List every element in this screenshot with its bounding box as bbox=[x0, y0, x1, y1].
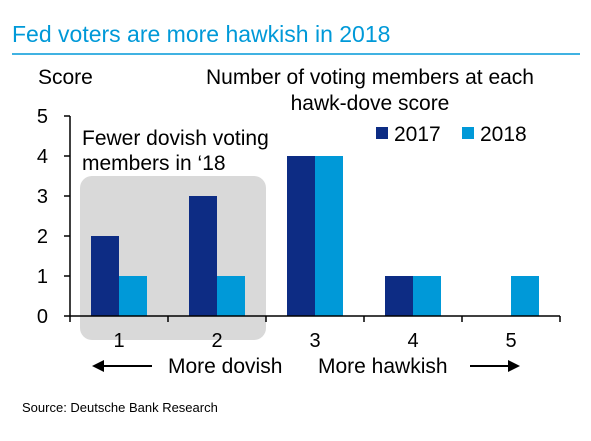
y-tick-label: 3 bbox=[37, 186, 48, 208]
bar-2017-score-3 bbox=[287, 156, 315, 316]
y-tick-label: 1 bbox=[37, 266, 48, 288]
bar-2018-score-5 bbox=[511, 276, 539, 316]
y-axis-label: Score bbox=[38, 66, 93, 89]
more-dovish-label: More dovish bbox=[168, 355, 282, 378]
direction-indicators: More dovish More hawkish bbox=[92, 355, 520, 378]
legend-swatch-2018 bbox=[462, 127, 474, 139]
chart-subtitle-line-2: hawk-dove score bbox=[291, 92, 450, 115]
left-arrow-icon bbox=[92, 360, 104, 372]
bar-2018-score-1 bbox=[119, 276, 147, 316]
bar-2018-score-2 bbox=[217, 276, 245, 316]
legend-label-2018: 2018 bbox=[480, 123, 527, 146]
y-tick-label: 5 bbox=[37, 106, 48, 128]
highlight-annotation-line-1: Fewer dovish voting bbox=[82, 127, 269, 150]
more-hawkish-label: More hawkish bbox=[318, 355, 448, 378]
y-tick-label: 4 bbox=[37, 146, 48, 168]
chart-subtitle-line-1: Number of voting members at each bbox=[206, 66, 534, 89]
bar-2017-score-4 bbox=[385, 276, 413, 316]
x-tick-label: 3 bbox=[309, 330, 320, 352]
legend-swatch-2017 bbox=[376, 127, 388, 139]
y-tick-label: 2 bbox=[37, 226, 48, 248]
bar-2018-score-3 bbox=[315, 156, 343, 316]
x-tick-label: 1 bbox=[113, 330, 124, 352]
y-axis-ticks: 0 1 2 3 4 5 bbox=[37, 106, 71, 328]
y-tick-label: 0 bbox=[37, 306, 48, 328]
chart-title: Fed voters are more hawkish in 2018 bbox=[12, 21, 390, 47]
x-axis: 1 2 3 4 5 bbox=[69, 315, 561, 352]
source-note: Source: Deutsche Bank Research bbox=[22, 400, 218, 415]
x-tick-label: 2 bbox=[211, 330, 222, 352]
bars bbox=[91, 156, 539, 316]
x-tick-label: 5 bbox=[505, 330, 516, 352]
x-tick-label: 4 bbox=[407, 330, 418, 352]
highlight-annotation-line-2: members in ‘18 bbox=[82, 152, 226, 175]
right-arrow-icon bbox=[508, 360, 520, 372]
bar-2017-score-1 bbox=[91, 236, 119, 316]
legend-label-2017: 2017 bbox=[394, 123, 441, 146]
legend: 2017 2018 bbox=[376, 123, 527, 146]
bar-2017-score-2 bbox=[189, 196, 217, 316]
bar-2018-score-4 bbox=[413, 276, 441, 316]
